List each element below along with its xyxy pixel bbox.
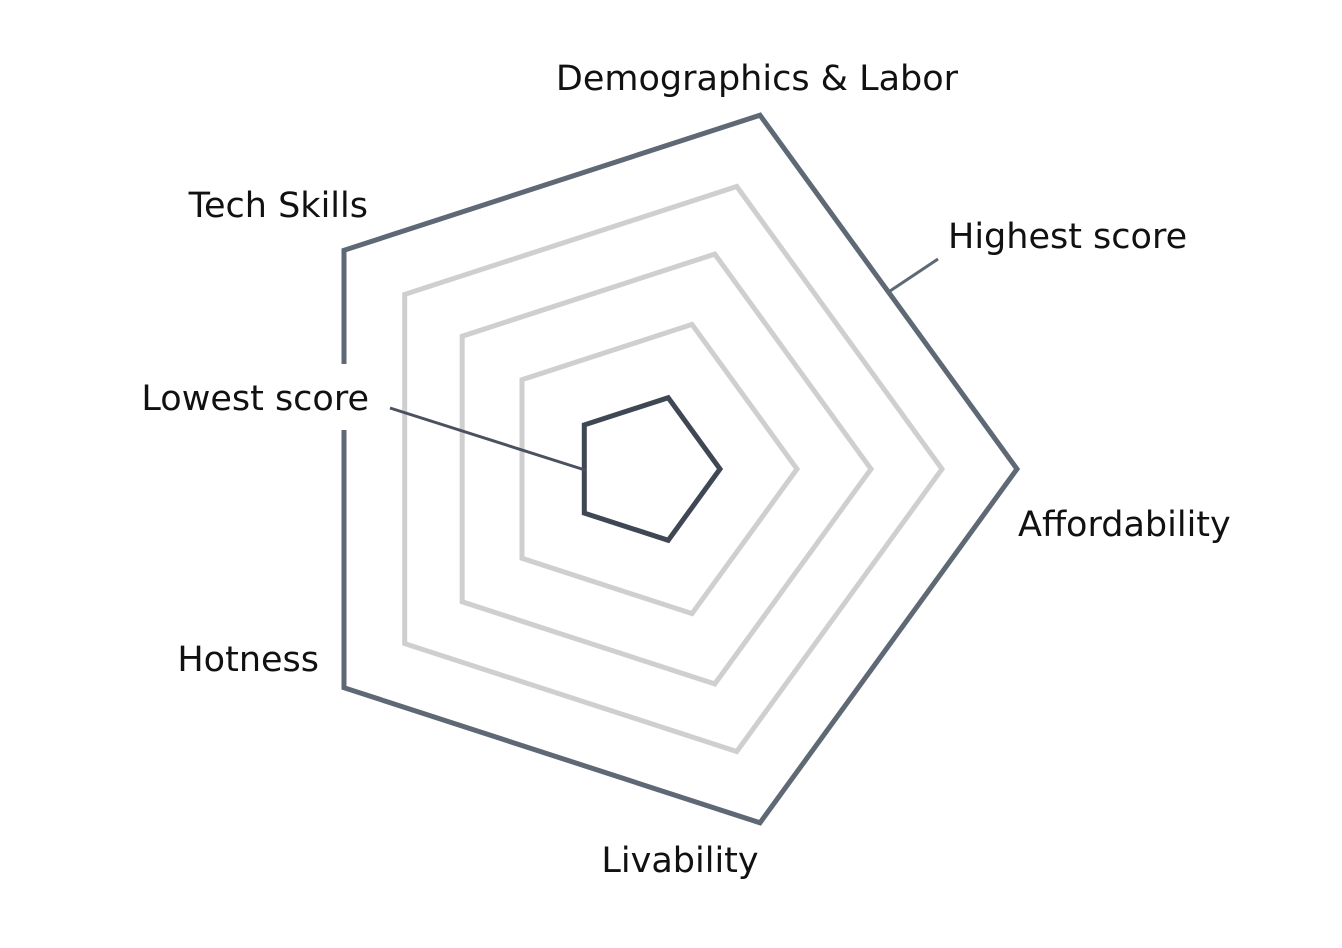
ring (402, 183, 946, 755)
annotation: Highest score (948, 217, 1187, 257)
axis-label: Affordability (1018, 505, 1231, 545)
rings (341, 112, 1021, 826)
axis-label: Tech Skills (188, 186, 368, 226)
lowest-leader (389, 406, 586, 472)
annotation: Lowest score (141, 379, 369, 419)
ring (341, 112, 1021, 826)
axis-label: Hotness (177, 640, 319, 680)
label-gap (330, 364, 358, 430)
highest-leader (889, 257, 939, 293)
ring (519, 321, 801, 617)
ring (459, 251, 875, 687)
ring (581, 394, 724, 544)
axis-label: Livability (601, 841, 758, 881)
axis-label: Demographics & Labor (556, 59, 959, 99)
